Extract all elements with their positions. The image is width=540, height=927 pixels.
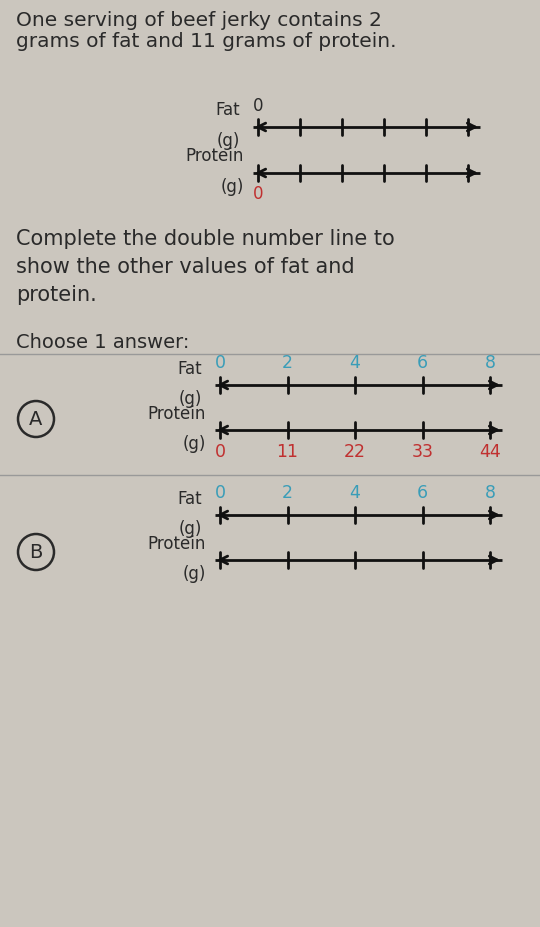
Text: 8: 8 bbox=[484, 484, 496, 502]
Text: Complete the double number line to: Complete the double number line to bbox=[16, 229, 395, 249]
Text: 22: 22 bbox=[344, 443, 366, 461]
Text: 2: 2 bbox=[282, 484, 293, 502]
Text: 0: 0 bbox=[253, 185, 264, 203]
Text: Protein: Protein bbox=[147, 405, 206, 423]
Text: Protein: Protein bbox=[147, 535, 206, 553]
Text: 0: 0 bbox=[253, 97, 264, 115]
Text: 0: 0 bbox=[214, 484, 226, 502]
Text: 6: 6 bbox=[417, 354, 428, 372]
Text: (g): (g) bbox=[179, 520, 202, 538]
Text: show the other values of fat and: show the other values of fat and bbox=[16, 257, 355, 277]
Text: (g): (g) bbox=[183, 565, 206, 583]
Text: One serving of beef jerky contains 2: One serving of beef jerky contains 2 bbox=[16, 11, 382, 30]
Text: A: A bbox=[29, 410, 43, 428]
Text: B: B bbox=[29, 542, 43, 562]
Text: Fat: Fat bbox=[177, 360, 202, 378]
Text: 8: 8 bbox=[484, 354, 496, 372]
Text: 44: 44 bbox=[479, 443, 501, 461]
Text: Fat: Fat bbox=[177, 490, 202, 508]
Text: 11: 11 bbox=[276, 443, 299, 461]
Text: 0: 0 bbox=[214, 354, 226, 372]
Text: 4: 4 bbox=[349, 354, 360, 372]
Text: (g): (g) bbox=[183, 435, 206, 453]
Text: grams of fat and 11 grams of protein.: grams of fat and 11 grams of protein. bbox=[16, 32, 396, 51]
Text: Choose 1 answer:: Choose 1 answer: bbox=[16, 333, 190, 352]
Text: 0: 0 bbox=[214, 443, 226, 461]
Text: Fat: Fat bbox=[215, 101, 240, 119]
Text: 2: 2 bbox=[282, 354, 293, 372]
Text: 33: 33 bbox=[411, 443, 434, 461]
Text: (g): (g) bbox=[217, 132, 240, 150]
Text: 4: 4 bbox=[349, 484, 360, 502]
Text: (g): (g) bbox=[179, 390, 202, 408]
Text: (g): (g) bbox=[221, 178, 244, 196]
Text: 6: 6 bbox=[417, 484, 428, 502]
Text: protein.: protein. bbox=[16, 285, 97, 305]
Text: Protein: Protein bbox=[186, 147, 244, 165]
